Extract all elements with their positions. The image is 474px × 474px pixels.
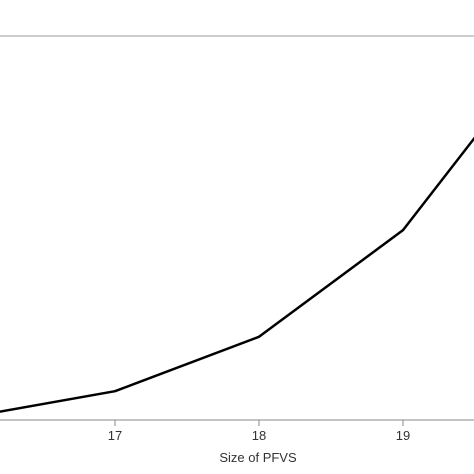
x-axis-ticks: 17 18 19 <box>108 420 410 443</box>
x-tick-label-17: 17 <box>108 428 122 443</box>
series-group <box>0 136 474 413</box>
x-axis-title: Size of PFVS <box>219 450 297 465</box>
x-tick-label-18: 18 <box>252 428 266 443</box>
series-line-0 <box>0 136 474 413</box>
x-tick-label-19: 19 <box>396 428 410 443</box>
